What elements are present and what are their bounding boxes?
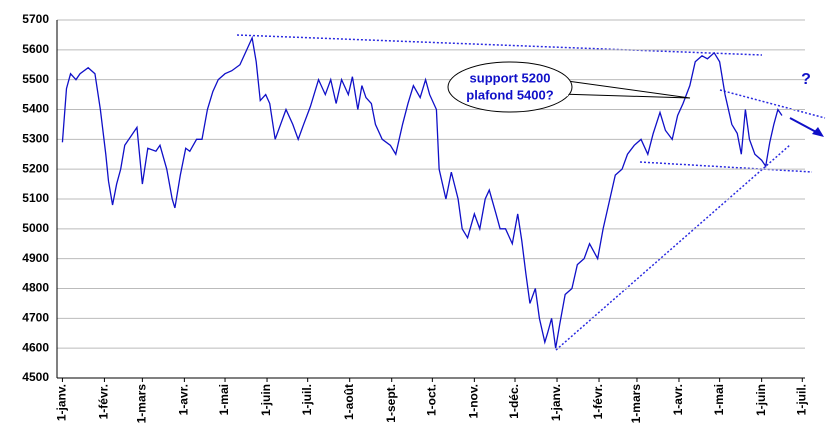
x-tick-label: 1-mars [629,384,643,424]
annotation: plafond 5400? [466,87,553,102]
x-tick-label: 1-févr. [591,384,605,419]
x-tick-label: 1-oct. [425,384,439,416]
x-tick-label: 1-juil. [794,384,808,415]
trend-line [719,89,826,119]
x-tick-label: 1-mars [135,384,149,424]
y-tick-label: 5700 [22,12,49,26]
y-tick-label: 5100 [22,191,49,205]
x-tick-label: 1-févr. [97,384,111,419]
y-tick-label: 4500 [22,370,49,384]
annotation: support 5200 [470,70,551,85]
y-tick-label: 5600 [22,42,49,56]
y-tick-label: 5300 [22,132,49,146]
y-tick-label: 4700 [22,311,49,325]
x-tick-label: 1-juin [259,384,273,416]
x-tick-label: 1-nov. [467,384,481,418]
callout-join [565,93,569,97]
x-tick-label: 1-juin [754,384,768,416]
y-tick-label: 4800 [22,281,49,295]
x-tick-label: 1-avr. [177,384,191,415]
y-tick-label: 5000 [22,221,49,235]
x-tick-label: 1-janv. [55,384,69,421]
x-tick-label: 1-avr. [671,384,685,415]
x-tick-label: 1-mai [712,384,726,415]
x-tick-label: 1-mai [217,384,231,415]
y-tick-label: 4600 [22,340,49,354]
y-tick-label: 5400 [22,102,49,116]
x-tick-label: 1-juil. [300,384,314,415]
y-tick-label: 5200 [22,161,49,175]
y-tick-label: 4900 [22,251,49,265]
callout-pointer [559,79,691,99]
x-tick-label: 1-sept. [384,384,398,423]
x-tick-label: 1-déc. [507,384,521,419]
arrow-head [812,127,824,137]
trend-line [236,34,763,56]
callout [447,61,573,113]
annotation: ? [801,71,811,88]
trend-line [639,161,813,173]
arrow [789,117,819,134]
x-tick-label: 1-août [342,384,356,420]
y-tick-label: 5500 [22,72,49,86]
line [61,35,783,349]
x-tick-label: 1-janv. [549,384,563,421]
